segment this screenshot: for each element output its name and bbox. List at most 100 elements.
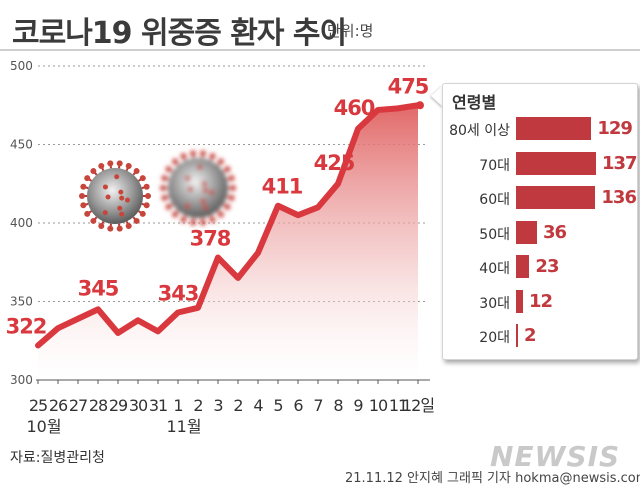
age-category-label: 40대 [479,261,510,277]
virus-spike-tip [98,162,105,169]
newsis-watermark: NEWSIS [490,440,621,473]
age-category-label: 80세 이상 [449,123,510,139]
unit-label: 단위:명 [327,22,374,40]
age-category-label: 30대 [479,295,510,312]
virus-spot [117,205,123,211]
virus-spike-tip [98,223,105,230]
virus-spike-tip [133,217,140,224]
y-tick-label: 400 [10,216,33,230]
x-tick-label: 9 [353,396,363,415]
virus-spot [119,211,125,217]
virus-spike-tip [172,211,179,218]
virus-spike-tip [190,219,197,226]
y-tick-label: 500 [10,59,33,73]
virus-spike-tip [209,153,216,160]
virus-spike-tip [116,225,123,232]
data-label-layer: 322 345 343 378 411 425 460 475 [6,74,430,338]
virus-body [168,158,228,218]
age-bar [516,151,596,175]
virus-icon-blurred [160,150,236,226]
age-value-label: 36 [543,221,567,243]
virus-spot [197,164,203,170]
virus-spot [118,189,124,195]
virus-spike-tip [90,168,97,175]
x-tick-label: 5 [273,396,282,415]
x-tick-label: 31 [149,396,167,415]
x-tick-label: 2 [193,396,202,415]
age-bar [516,117,592,140]
x-tick-label: 6 [293,396,303,415]
virus-spike-tip [199,219,206,226]
x-tick-label: 26 [49,396,68,415]
virus-spot [202,187,208,193]
virus-spike-tip [160,185,166,191]
virus-spike-tip [224,166,231,173]
virus-spike-tip [161,194,168,201]
data-label: 343 [158,281,199,305]
virus-spot [188,186,194,192]
virus-illustration [79,150,236,232]
age-value-label: 12 [529,290,553,312]
virus-spike-tip [161,175,168,182]
age-bar [516,220,538,244]
virus-body [87,168,143,224]
page-title: 코로나19 위중증 환자 추이 [12,16,347,51]
virus-spike-tip [90,217,97,224]
virus-spot [105,194,111,200]
virus-spike-tip [230,185,236,191]
virus-spike-tip [107,160,114,167]
virus-spot [102,210,108,216]
x-tick-label: 29 [109,396,128,415]
x-tick-label: 27 [69,396,87,415]
virus-spike-tip [84,210,91,217]
virus-spike-tip [180,216,187,223]
age-category-label: 20대 [479,330,510,346]
virus-spike-tip [228,175,235,182]
virus-spike-tip [80,183,87,190]
x-tick-label: 4 [253,396,263,415]
series-line [35,102,421,349]
age-bar [516,289,523,313]
inset-pointer [431,85,443,107]
y-tick-label: 350 [10,295,33,309]
age-bar [516,255,530,278]
line-layer [35,101,424,349]
virus-spike-tip [180,153,187,160]
virus-spike-tip [224,203,231,210]
source-note: 자료:질병관리청 [10,450,105,466]
x-tick-label: 3 [213,396,222,415]
virus-spot [125,197,131,203]
virus-spike-tip [107,225,114,232]
virus-spike-tip [79,193,85,199]
virus-spot [208,189,214,195]
virus-spot [185,175,191,181]
virus-spike-tip [172,158,179,165]
x-group-label: 10월 [26,417,61,436]
virus-spike-tip [228,194,235,201]
data-label: 460 [334,96,375,120]
title-divider [0,49,640,51]
virus-spike-tip [125,162,132,169]
virus-spike-tip [145,193,151,199]
x-tick-label: 7 [313,396,322,415]
virus-spike-tip [143,183,150,190]
x-group-label: 11월 [166,417,201,436]
grid-layer: 300 350 400 450 500 [10,59,425,387]
x-tick-label: 10 [369,396,388,415]
series-end-dot [416,101,424,110]
credit-line: 21.11.12 안지혜 그래픽 기자 hokma@newsis.com [345,471,640,486]
virus-spot [185,203,191,209]
data-label: 425 [314,151,355,175]
virus-spot [201,181,207,187]
age-value-label: 129 [597,118,633,139]
data-label: 411 [262,175,303,199]
age-value-label: 137 [602,152,638,174]
y-tick-label: 300 [10,373,33,387]
x-tick-label: 2 [233,396,242,415]
virus-spike-tip [190,150,197,157]
age-bar [516,186,596,209]
x-tick-label: 12일 [402,396,434,415]
x-tick-label: 11 [389,396,407,415]
age-category-label: 60대 [479,192,510,208]
virus-spike-tip [143,202,150,209]
